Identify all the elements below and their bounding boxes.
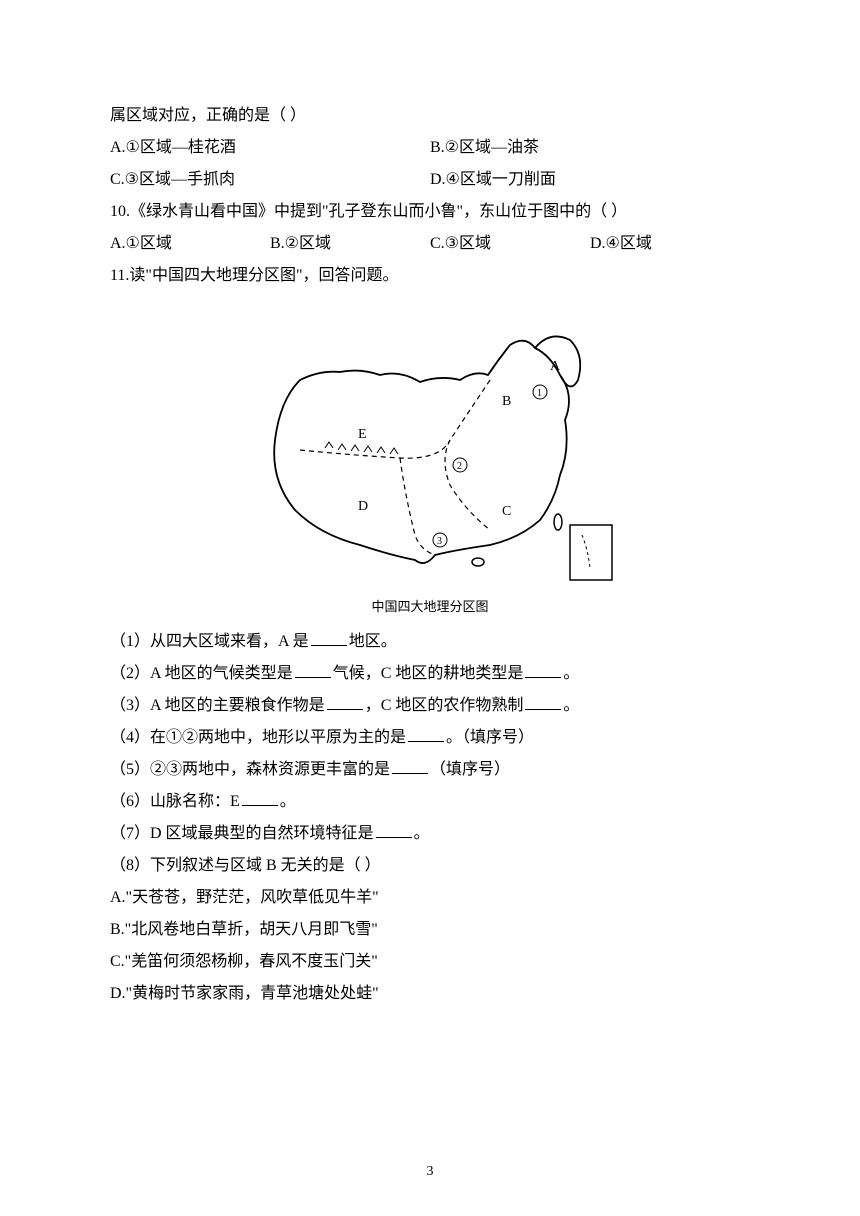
q10-option-c: C.③区域	[430, 228, 590, 260]
q11-sub8-c: C."羌笛何须怨杨柳，春风不度玉门关"	[110, 946, 750, 978]
svg-text:B: B	[502, 394, 511, 409]
q9-options-row1: A.①区域—桂花酒 B.②区域—油茶	[110, 132, 750, 164]
q11-sub8-b: B."北风卷地白草折，胡天八月即飞雪"	[110, 914, 750, 946]
q10-option-a: A.①区域	[110, 228, 270, 260]
q9-option-b: B.②区域—油茶	[430, 132, 750, 164]
q11-sub3-pre: （3）A 地区的主要粮食作物是	[110, 697, 325, 714]
q11-sub2-post: 。	[563, 665, 579, 682]
q11-sub7-pre: （7）D 区域最典型的自然环境特征是	[110, 825, 374, 842]
svg-text:2: 2	[457, 461, 462, 472]
q11-sub5-post: （填序号）	[430, 761, 510, 778]
q9-options-row2: C.③区域—手抓肉 D.④区域一刀削面	[110, 164, 750, 196]
q11-sub6-post: 。	[280, 793, 296, 810]
q11-sub4-post: 。（填序号）	[446, 729, 534, 746]
q9-option-c: C.③区域—手抓肉	[110, 164, 430, 196]
q11-sub3: （3）A 地区的主要粮食作物是 ，C 地区的农作物熟制 。	[110, 690, 750, 722]
svg-text:3: 3	[437, 536, 442, 547]
q11-sub1: （1）从四大区域来看，A 是 地区。	[110, 626, 750, 658]
q11-sub5: （5）②③两地中，森林资源更丰富的是 （填序号）	[110, 754, 750, 786]
q9-option-a: A.①区域—桂花酒	[110, 132, 430, 164]
q10-stem: 10.《绿水青山看中国》中提到"孔子登东山而小鲁"，东山位于图中的（ ）	[110, 196, 750, 228]
q11-sub3-mid: ，C 地区的农作物熟制	[365, 697, 524, 714]
page-number: 3	[0, 1158, 860, 1186]
q10-options-row: A.①区域 B.②区域 C.③区域 D.④区域	[110, 228, 750, 260]
blank	[525, 662, 561, 678]
svg-text:C: C	[502, 504, 511, 519]
blank	[295, 662, 331, 678]
blank	[327, 694, 363, 710]
svg-text:D: D	[358, 499, 368, 514]
q9-stem-continued: 属区域对应，正确的是（ ）	[110, 100, 750, 132]
q11-sub4-pre: （4）在①②两地中，地形以平原为主的是	[110, 729, 406, 746]
q11-sub8-d: D."黄梅时节家家雨，青草池塘处处蛙"	[110, 978, 750, 1010]
q10-option-b: B.②区域	[270, 228, 430, 260]
q10-option-d: D.④区域	[590, 228, 750, 260]
q11-sub7-post: 。	[414, 825, 430, 842]
q11-stem: 11.读"中国四大地理分区图"，回答问题。	[110, 260, 750, 292]
china-map-figure: A B C D E 1 2 3	[240, 300, 620, 590]
q11-sub3-post: 。	[563, 697, 579, 714]
q9-option-d: D.④区域一刀削面	[430, 164, 750, 196]
q11-sub1-pre: （1）从四大区域来看，A 是	[110, 633, 309, 650]
q11-sub6-pre: （6）山脉名称：E	[110, 793, 240, 810]
q11-sub2-mid: 气候，C 地区的耕地类型是	[333, 665, 524, 682]
q11-sub6: （6）山脉名称：E 。	[110, 786, 750, 818]
map-caption: 中国四大地理分区图	[110, 594, 750, 620]
q11-sub1-post: 地区。	[349, 633, 397, 650]
svg-text:E: E	[358, 427, 367, 442]
q11-sub5-pre: （5）②③两地中，森林资源更丰富的是	[110, 761, 390, 778]
svg-text:1: 1	[537, 388, 542, 399]
q11-sub7: （7）D 区域最典型的自然环境特征是 。	[110, 818, 750, 850]
q11-sub2: （2）A 地区的气候类型是 气候，C 地区的耕地类型是 。	[110, 658, 750, 690]
blank	[525, 694, 561, 710]
q11-sub8-a: A."天苍苍，野茫茫，风吹草低见牛羊"	[110, 882, 750, 914]
blank	[311, 630, 347, 646]
blank	[408, 726, 444, 742]
blank	[392, 758, 428, 774]
q11-sub4: （4）在①②两地中，地形以平原为主的是 。（填序号）	[110, 722, 750, 754]
blank	[376, 822, 412, 838]
blank	[242, 790, 278, 806]
q11-sub8-stem: （8）下列叙述与区域 B 无关的是（ ）	[110, 850, 750, 882]
q11-sub2-pre: （2）A 地区的气候类型是	[110, 665, 293, 682]
map-container: A B C D E 1 2 3	[110, 300, 750, 590]
svg-text:A: A	[550, 359, 561, 374]
